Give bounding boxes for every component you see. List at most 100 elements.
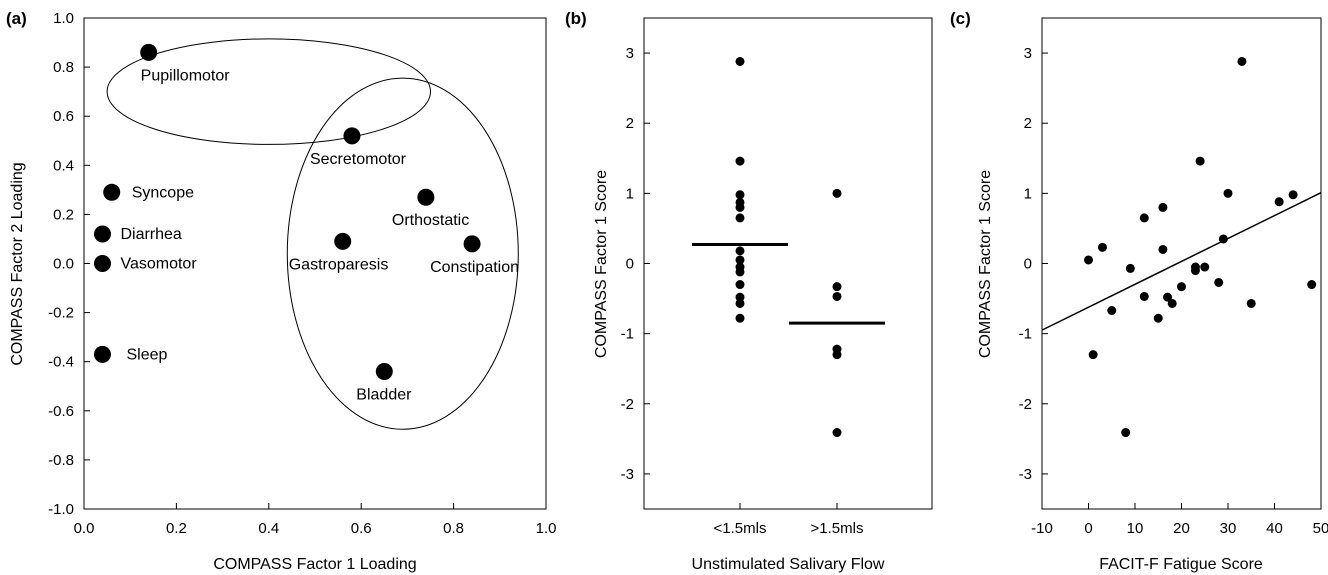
panel-c-data-point xyxy=(1107,305,1117,315)
panel-c-y-axis-title: COMPASS Factor 1 Score xyxy=(977,170,994,358)
panel-c-plot-frame xyxy=(1041,17,1322,510)
panel-c-x-tick-label: 0 xyxy=(1084,520,1092,537)
panel-a-y-tick-label: -0.6 xyxy=(48,403,74,420)
panel-c-data-point xyxy=(1158,202,1168,212)
panel-c-y-tick-label: 1 xyxy=(1024,185,1032,202)
panel-b-y-tick-label: -2 xyxy=(621,396,634,413)
panel-c-data-point xyxy=(1274,197,1284,207)
panel-a-x-tick-label: 0.8 xyxy=(443,520,464,537)
panel-c-x-tick-label: 50 xyxy=(1313,520,1328,537)
panel-b-data-point xyxy=(832,428,842,438)
panel-c-x-tick-label: -10 xyxy=(1031,520,1053,537)
panel-c-y-tick-label: 3 xyxy=(1024,45,1032,62)
panel-a-point-label: Secretomotor xyxy=(310,151,407,168)
panel-b-data-point xyxy=(832,188,842,198)
panel-a-y-tick-label: 0.4 xyxy=(53,157,74,174)
panel-c-y-tick-label: -1 xyxy=(1019,326,1032,343)
panel-a-point-label: Vasomotor xyxy=(120,256,197,273)
panel-a-y-tick-label: 0.6 xyxy=(53,108,74,125)
panel-c-x-tick-label: 40 xyxy=(1266,520,1283,537)
panel-a-x-axis-title: COMPASS Factor 1 Loading xyxy=(213,556,416,573)
panel-b-data-point xyxy=(735,313,745,323)
panel-c-y-tick-label: -3 xyxy=(1019,466,1032,483)
panel-b-data-point xyxy=(735,56,745,66)
panel-b-data-point xyxy=(735,156,745,166)
panel-a-point-label: Syncope xyxy=(132,184,194,201)
panel-b-x-axis-title: Unstimulated Salivary Flow xyxy=(692,556,885,573)
panel-c-x-tick-label: 10 xyxy=(1127,520,1144,537)
panel-c-data-point xyxy=(1088,350,1098,360)
panel-c-data-point xyxy=(1153,313,1163,323)
panel-c-data-point xyxy=(1288,190,1298,200)
panel-c-x-axis-title: FACIT-F Fatigue Score xyxy=(1099,556,1263,573)
panel-c-data-point xyxy=(1218,234,1228,244)
panel-a-y-tick-label: 0.2 xyxy=(53,206,74,223)
panel-c-data-point xyxy=(1223,188,1233,198)
panel-a-data-point xyxy=(343,127,361,145)
panel-c-data-point xyxy=(1139,291,1149,301)
panel-b-data-point xyxy=(832,282,842,292)
panel-c-y-tick-label: 0 xyxy=(1024,256,1032,273)
panel-a-point-label: Diarrhea xyxy=(120,226,181,243)
panel-c-data-point xyxy=(1158,244,1168,254)
panel-c-tag: (c) xyxy=(950,9,971,28)
panel-b-y-tick-label: 2 xyxy=(626,115,634,132)
panel-b-data-point xyxy=(735,292,745,302)
panel-a-data-point xyxy=(93,255,111,272)
panel-b-data-point xyxy=(735,202,745,212)
panel-c-data-point xyxy=(1097,242,1107,252)
panel-b-data-point xyxy=(735,190,745,200)
panel-a-data-point xyxy=(463,235,481,253)
panel-a-factor-loadings: (a) 1.0 0.8 0.6 0.4 0.2 0.0 -0.2 -0.4 -0.6 -0.8 -1… xyxy=(6,9,556,573)
panel-a-point-label: Orthostatic xyxy=(392,212,469,229)
panel-a-data-point xyxy=(103,183,121,201)
panel-b-data-point xyxy=(832,350,842,360)
panel-c-data-point xyxy=(1214,277,1224,287)
panel-a-y-tick-label: -0.2 xyxy=(48,305,74,322)
panel-c-x-tick-label: 30 xyxy=(1220,520,1237,537)
panel-a-data-point xyxy=(334,232,352,250)
panel-a-data-point xyxy=(93,225,111,243)
panel-a-x-tick-label: 0.0 xyxy=(74,520,95,537)
panel-b-data-point xyxy=(735,246,745,256)
panel-b-data-point xyxy=(735,255,745,265)
panel-b-data-point xyxy=(832,291,842,301)
panel-a-point-label: Gastroparesis xyxy=(289,256,389,273)
panel-a-data-point xyxy=(375,363,393,381)
panel-c-y-tick-label: 2 xyxy=(1024,115,1032,132)
panel-b-y-tick-label: -3 xyxy=(621,466,634,483)
panel-a-y-tick-label: -0.4 xyxy=(48,354,74,371)
panel-b-x-tick-label: >1.5mls xyxy=(811,520,864,537)
panel-b-data-point xyxy=(735,298,745,308)
panel-b-data-point xyxy=(735,280,745,290)
panel-c-data-point xyxy=(1200,262,1210,272)
panel-c-data-point xyxy=(1237,56,1247,66)
panel-c-data-point xyxy=(1246,298,1256,308)
panel-a-data-point xyxy=(417,188,435,206)
panel-a-y-tick-label: -1.0 xyxy=(48,501,74,518)
panel-c-data-point xyxy=(1163,292,1173,302)
panel-c-x-tick-label: 20 xyxy=(1173,520,1190,537)
panel-a-y-tick-label: 1.0 xyxy=(53,10,74,27)
panel-a-y-axis-title: COMPASS Factor 2 Loading xyxy=(9,162,26,365)
panel-a-y-tick-label: -0.8 xyxy=(48,452,74,469)
panel-a-data-point xyxy=(140,43,158,61)
panel-c-data-point xyxy=(1084,255,1093,265)
panel-b-tag: (b) xyxy=(565,9,587,28)
panel-a-x-tick-label: 0.2 xyxy=(166,520,187,537)
panel-a-tag: (a) xyxy=(6,9,27,28)
panel-a-cluster-ellipse xyxy=(106,38,431,145)
panel-c-trend-line xyxy=(1041,191,1322,331)
panel-b-salivary-flow: (b) 3 2 1 0 -1 -2 -3 <1.5mls >1.5mls Unstimulat… xyxy=(565,9,933,573)
panel-a-y-tick-label: 0.8 xyxy=(53,59,74,76)
panel-b-x-tick-label: <1.5mls xyxy=(714,520,767,537)
panel-a-cluster-ellipse xyxy=(286,77,519,430)
panel-c-data-point xyxy=(1139,213,1149,223)
panel-a-x-tick-label: 0.6 xyxy=(351,520,372,537)
panel-c-data-point xyxy=(1121,428,1131,438)
panel-c-data-point xyxy=(1190,266,1200,276)
panel-a-point-label: Sleep xyxy=(126,346,167,363)
panel-b-y-tick-label: 3 xyxy=(626,45,634,62)
